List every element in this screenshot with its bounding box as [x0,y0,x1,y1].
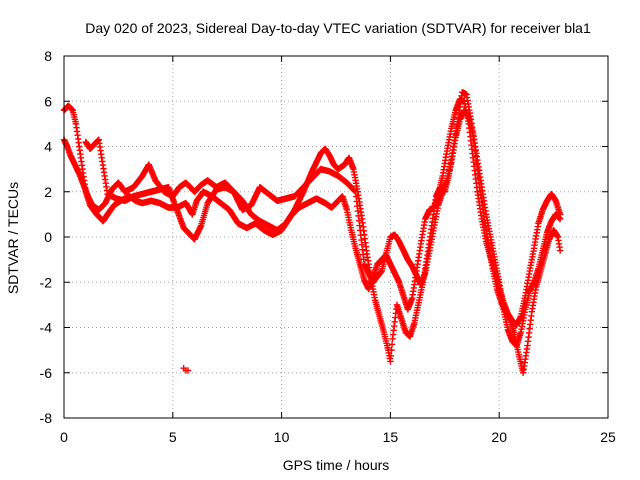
plot-frame [63,55,609,419]
x-tick-label: 20 [491,429,507,445]
y-tick-label: 0 [44,229,52,245]
data-point-arc-c [556,215,564,223]
y-axis-label: SDTVAR / TECUs [5,182,21,294]
x-axis-tick-labels: 0 5 10 15 20 25 [60,429,616,445]
data-point-arc-b [387,352,395,359]
data-point-arc-b [388,346,395,354]
x-axis-label: GPS time / hours [283,457,390,473]
chart-title: Day 020 of 2023, Sidereal Day-to-day VTE… [85,20,591,36]
x-tick-label: 10 [274,429,290,445]
data-point-isolated [184,367,192,374]
x-tick-label: 5 [169,429,177,445]
data-marks [60,89,564,376]
y-tick-label: -8 [40,410,53,426]
y-tick-label: 8 [44,48,52,64]
y-tick-label: -4 [40,320,53,336]
x-tick-label: 0 [60,429,68,445]
y-tick-label: -6 [40,365,53,381]
grid [64,56,608,418]
y-axis-tick-labels: -8 -6 -4 -2 0 2 4 6 8 [40,48,53,426]
data-point-arc-b [556,247,564,254]
y-tick-label: 4 [44,139,52,155]
data-point-arc-b [388,341,396,348]
y-tick-label: -2 [40,274,53,290]
y-tick-label: 6 [44,93,52,109]
x-tick-label: 15 [383,429,399,445]
data-point-arc-b [387,358,394,365]
y-tick-label: 2 [44,184,52,200]
x-tick-label: 25 [600,429,616,445]
